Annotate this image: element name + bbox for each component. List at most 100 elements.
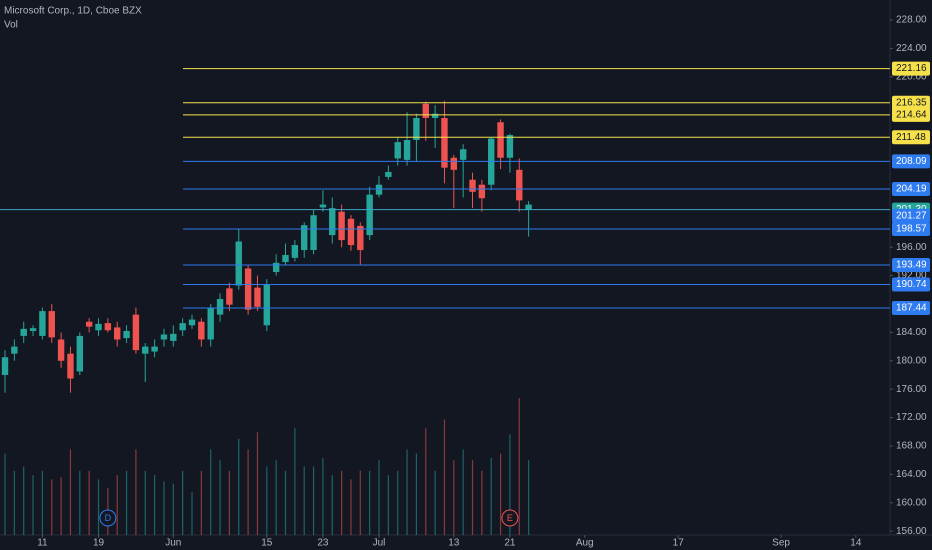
candle-body	[347, 218, 355, 246]
candle-body	[207, 307, 214, 340]
event-label: E	[507, 513, 513, 523]
candle-body	[57, 339, 65, 361]
candle-body	[282, 255, 289, 263]
candle-body	[170, 333, 177, 341]
candle-body	[85, 321, 93, 327]
candle-body	[123, 330, 130, 339]
candle-body	[329, 208, 336, 236]
price-label-bg	[892, 258, 930, 273]
price-label: 208.09	[896, 156, 927, 167]
y-tick-label: 224.00	[896, 43, 927, 54]
x-tick-label: Sep	[772, 538, 790, 549]
volume-bar	[4, 453, 6, 535]
event-marker	[99, 509, 117, 527]
volume-bar	[350, 479, 352, 535]
candle-body	[497, 122, 504, 158]
y-tick-label: 180.00	[896, 355, 927, 366]
candle-body	[20, 328, 27, 336]
candle-body	[375, 184, 383, 195]
candle-body	[95, 323, 102, 331]
price-label: 198.57	[896, 224, 927, 235]
y-tick-label: 172.00	[896, 412, 927, 423]
candle-body	[254, 287, 261, 307]
y-tick-label: 168.00	[896, 441, 927, 452]
chart-title: Microsoft Corp., 1D, Cboe BZX	[4, 6, 142, 17]
event-label: D	[105, 513, 112, 523]
candle-body	[338, 211, 345, 241]
volume-bar	[369, 470, 371, 535]
x-tick-label: 11	[37, 538, 48, 549]
price-label-bg	[892, 154, 930, 169]
y-tick-label: 196.00	[896, 242, 927, 253]
volume-bar	[191, 492, 193, 535]
candle-body	[506, 135, 514, 158]
price-label-bg	[892, 277, 930, 292]
volume-bar	[13, 470, 15, 535]
candle-body	[1, 357, 9, 375]
volume-bar	[228, 470, 231, 535]
candle-body	[244, 268, 252, 310]
volume-bar	[397, 470, 399, 535]
candle-body	[478, 184, 486, 199]
volume-bar	[425, 427, 427, 535]
volume-bar	[434, 470, 436, 535]
volume-bar	[135, 449, 137, 535]
candle-body	[114, 327, 121, 340]
candle-body	[179, 323, 186, 331]
candle-body	[160, 334, 168, 340]
volume-bar	[499, 453, 502, 535]
candle-body	[310, 215, 317, 251]
price-label-bg	[892, 95, 930, 110]
volume-bar	[415, 453, 418, 535]
candle-body	[366, 194, 373, 236]
volume-bar	[284, 470, 287, 535]
candle-body	[235, 241, 242, 286]
volume-bar	[303, 466, 305, 535]
x-tick-label: 14	[850, 538, 862, 549]
volume-bar	[378, 460, 380, 535]
y-tick-label: 184.00	[896, 327, 927, 338]
candle-body	[431, 113, 439, 118]
volume-bar	[266, 466, 268, 535]
candle-body	[413, 117, 420, 140]
event-marker	[501, 509, 519, 527]
y-tick-label: 156.00	[896, 526, 927, 537]
volume-bar	[210, 449, 212, 535]
candle-body	[39, 311, 46, 336]
volume-bar	[443, 419, 446, 535]
volume-bar	[312, 466, 315, 535]
y-tick-label: 220.00	[896, 71, 927, 82]
candle-body	[525, 204, 532, 210]
volume-bar	[172, 483, 174, 535]
price-label: 216.35	[896, 97, 927, 108]
candle-body	[272, 262, 280, 273]
volume-bar	[453, 460, 455, 535]
candle-body	[469, 179, 476, 192]
price-label-bg	[892, 130, 930, 145]
candle-body	[357, 225, 364, 251]
x-tick-label: 15	[261, 538, 273, 549]
price-label-bg	[892, 221, 930, 236]
volume-bar	[144, 470, 146, 535]
candle-body	[459, 149, 467, 160]
candle-body	[226, 288, 233, 305]
x-tick-label: 23	[317, 538, 329, 549]
volume-bar	[341, 470, 343, 535]
candle-body	[441, 117, 448, 168]
candle-body	[385, 171, 392, 177]
candle-body	[516, 169, 523, 201]
volume-bar	[97, 479, 100, 535]
volume-bar	[41, 470, 44, 535]
price-label: 190.74	[896, 279, 927, 290]
volume-bar	[481, 470, 483, 535]
volume-bar	[509, 434, 511, 535]
candle-body	[301, 225, 308, 251]
candle-body	[263, 284, 271, 326]
price-label-bg	[892, 182, 930, 197]
x-tick-label: Aug	[576, 538, 594, 549]
volume-bar	[88, 470, 90, 535]
x-tick-label: 13	[448, 538, 460, 549]
volume-bar	[387, 475, 389, 535]
volume-bar	[23, 466, 25, 535]
